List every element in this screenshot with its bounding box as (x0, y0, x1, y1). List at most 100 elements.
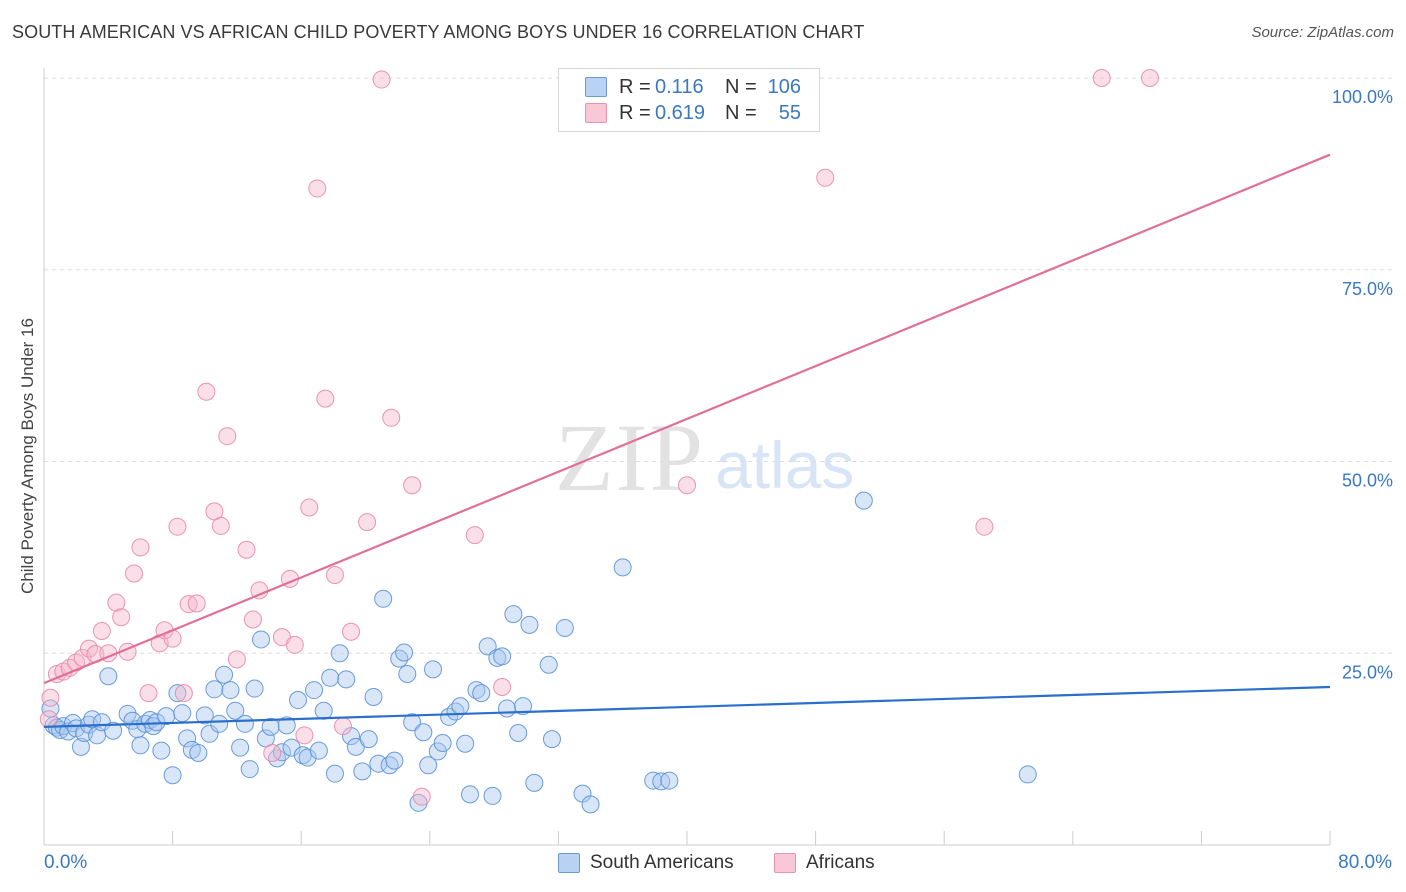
data-point (398, 664, 417, 683)
legend-item-africans[interactable]: Africans (774, 852, 875, 874)
data-point (288, 691, 307, 710)
y-tick-label: 50.0% (1342, 471, 1393, 491)
data-point (197, 382, 216, 401)
data-point (226, 701, 245, 720)
series-south-americans (41, 491, 1037, 814)
data-point (152, 741, 171, 760)
legend-r-value: 0.116 (655, 75, 704, 98)
data-point (104, 721, 123, 740)
legend-r-label: R = (619, 101, 651, 124)
data-point (261, 717, 280, 736)
data-point (451, 697, 470, 716)
data-point (975, 517, 994, 536)
data-point (240, 760, 259, 779)
data-point (465, 526, 484, 545)
data-point (131, 736, 150, 755)
data-point (277, 716, 296, 735)
data-point (316, 389, 335, 408)
legend-n-label: N = (725, 75, 757, 98)
data-point (1018, 765, 1037, 784)
data-point (446, 702, 465, 721)
data-point (39, 710, 58, 729)
data-point (816, 168, 835, 187)
legend-row-africans: R = 0.619 N = 55 (585, 102, 801, 124)
trend-line-africans (43, 153, 1331, 685)
data-point (472, 684, 491, 703)
data-point (403, 713, 422, 732)
data-point (520, 615, 539, 634)
data-point (412, 787, 431, 806)
x-axis-max-label: 80.0% (1338, 852, 1392, 873)
data-point (539, 655, 558, 674)
y-tick-label: 75.0% (1342, 279, 1393, 299)
data-point (330, 644, 349, 663)
data-point (382, 408, 401, 427)
data-point (227, 650, 246, 669)
data-point (333, 717, 352, 736)
data-point (99, 667, 118, 686)
data-point (268, 749, 287, 768)
legend-row-south-americans: R = 0.116 N = 106 (585, 76, 801, 98)
data-point (325, 764, 344, 783)
y-tick-label: 25.0% (1342, 662, 1393, 682)
data-point (414, 723, 433, 742)
data-point (395, 643, 414, 662)
data-point (555, 618, 574, 637)
data-point (272, 743, 291, 762)
data-point (660, 771, 679, 790)
data-point (364, 687, 383, 706)
data-point (71, 737, 90, 756)
source-label: Source: ZipAtlas.com (1251, 24, 1394, 41)
data-point (483, 786, 502, 805)
data-point (353, 762, 372, 781)
data-point (321, 668, 340, 687)
data-point (433, 733, 452, 752)
legend-swatch-blue (585, 77, 607, 97)
data-point (428, 742, 447, 761)
data-point (231, 738, 250, 757)
data-point (189, 743, 208, 762)
legend-swatch-pink (585, 103, 607, 123)
data-point (139, 684, 158, 703)
gridlines (44, 77, 1392, 654)
data-point (131, 538, 150, 557)
legend-r-label: R = (619, 75, 651, 98)
stats-legend: R = 0.116 N = 106 R = 0.619 N = 55 (558, 68, 820, 132)
data-point (218, 427, 237, 446)
legend-item-south-americans[interactable]: South Americans (558, 852, 734, 874)
data-point (460, 785, 479, 804)
legend-r-value: 0.619 (655, 101, 706, 124)
data-point (613, 558, 632, 577)
data-point (678, 476, 696, 495)
legend-n-value: 55 (778, 101, 801, 124)
chart-title: SOUTH AMERICAN VS AFRICAN CHILD POVERTY … (12, 22, 865, 42)
data-point (178, 729, 197, 748)
data-point (174, 684, 193, 703)
data-point (187, 594, 206, 613)
data-point (112, 608, 131, 627)
y-ticks: 25.0% 50.0% 75.0% 100.0% (1332, 87, 1393, 682)
data-point (1092, 69, 1111, 87)
data-point (41, 688, 60, 707)
data-point (168, 517, 187, 536)
data-point (493, 647, 512, 666)
legend-label: South Americans (590, 852, 734, 873)
data-point (581, 795, 600, 814)
data-point (374, 589, 393, 608)
data-point (525, 773, 544, 792)
data-point (314, 701, 333, 720)
data-point (107, 593, 126, 612)
data-point (125, 564, 144, 583)
data-point (305, 681, 324, 700)
data-point (210, 714, 229, 733)
data-point (237, 540, 256, 559)
data-point (300, 498, 319, 517)
data-point (205, 680, 224, 699)
legend-swatch-blue (558, 853, 580, 873)
data-point (478, 637, 497, 656)
data-point (83, 710, 102, 729)
watermark: ZIP atlas (555, 404, 854, 511)
y-tick-label: 100.0% (1332, 87, 1393, 107)
trend-lines (43, 153, 1331, 728)
data-point (342, 622, 361, 641)
